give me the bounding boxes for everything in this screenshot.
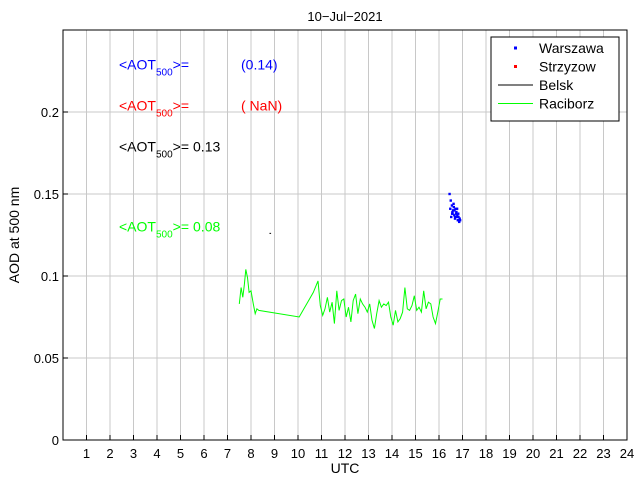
x-axis: 1 2 3 4 5 6 7 8 9 10 11 12 13 14 15 16 17 18 19 20 21 22 23 24: [83, 435, 634, 461]
data-point: [453, 217, 457, 220]
chart-title: 10−Jul−2021: [307, 9, 382, 24]
data-point: [454, 207, 457, 210]
data-point: [451, 210, 454, 214]
data-point: [457, 215, 460, 219]
y-tick-label: 0.1: [41, 269, 59, 284]
x-tick-label: 10: [291, 446, 305, 461]
x-tick-label: 3: [130, 446, 137, 461]
legend-label: Strzyzow: [539, 59, 597, 75]
annotations: <AOT500>= (0.14)<AOT500>=( NaN)<AOT500>= 0…: [119, 56, 282, 240]
data-point: [458, 219, 462, 222]
x-tick-label: 5: [177, 446, 184, 461]
data-point: [456, 214, 459, 217]
aot-subscript: 500: [156, 230, 173, 241]
data-point: [448, 192, 451, 196]
x-tick-label: 19: [502, 446, 516, 461]
aot-prefix: <AOT: [119, 56, 156, 72]
x-tick-label: 15: [408, 446, 422, 461]
data-point: [456, 219, 459, 222]
legend-box: [490, 36, 620, 122]
legend: Warszawa Strzyzow Belsk Raciborz: [490, 36, 620, 122]
data-point: [452, 205, 456, 209]
legend-label: Belsk: [539, 77, 574, 93]
y-tick-label: 0: [52, 433, 59, 448]
aot-suffix: >=: [173, 138, 189, 154]
data-point: [453, 214, 456, 217]
data-point: [451, 209, 455, 212]
aot-annotation: <AOT500>= (0.14): [119, 56, 278, 78]
x-tick-label: 18: [479, 446, 493, 461]
x-tick-label: 9: [271, 446, 278, 461]
data-point: [450, 212, 454, 215]
data-point: [455, 207, 459, 210]
x-tick-label: 4: [153, 446, 160, 461]
x-axis-label: UTC: [331, 460, 360, 476]
aot-suffix: >=: [173, 219, 189, 235]
legend-marker: [514, 46, 517, 50]
series-warszawa: [448, 192, 462, 224]
x-tick-label: 11: [315, 446, 329, 461]
data-point: [449, 199, 452, 202]
x-tick-label: 12: [338, 446, 352, 461]
x-tick-label: 6: [200, 446, 207, 461]
data-point: [455, 215, 458, 219]
data-point: [452, 202, 455, 206]
aot-prefix: <AOT: [119, 219, 156, 235]
x-tick-label: 7: [224, 446, 231, 461]
x-tick-label: 8: [247, 446, 254, 461]
y-axis: 0 0.05 0.1 0.15 0.2: [34, 105, 68, 448]
data-point: [458, 220, 461, 224]
legend-label: Raciborz: [539, 96, 594, 112]
y-tick-label: 0.15: [34, 187, 59, 202]
series-raciborz: [238, 269, 443, 329]
x-tick-label: 14: [385, 446, 399, 461]
data-point: [458, 217, 461, 220]
x-tick-label: 20: [526, 446, 540, 461]
x-tick-label: 22: [573, 446, 587, 461]
aot-suffix: >=: [173, 56, 189, 72]
aot-subscript: 500: [156, 67, 173, 78]
aot-value: ( NaN): [241, 97, 282, 113]
aot-annotation: <AOT500>= ( NaN): [119, 97, 282, 119]
aot-suffix: >=: [173, 97, 189, 113]
x-tick-label: 21: [549, 446, 563, 461]
grid: [63, 30, 628, 440]
y-tick-label: 0.2: [41, 105, 59, 120]
series-line: [238, 269, 443, 329]
aot-subscript: 500: [156, 149, 173, 160]
x-tick-label: 16: [432, 446, 446, 461]
legend-label: Warszawa: [539, 40, 604, 56]
x-tick-label: 1: [83, 446, 90, 461]
data-point: [450, 204, 454, 207]
data-point: [449, 207, 452, 210]
data-point: [457, 212, 460, 215]
aot-value: 0.13: [193, 138, 220, 154]
data-point: [453, 209, 456, 212]
aot-prefix: <AOT: [119, 97, 156, 113]
aot-annotation: <AOT500>= 0.13: [119, 138, 220, 160]
x-tick-label: 13: [361, 446, 375, 461]
series-layer: [238, 192, 462, 329]
legend-marker: [514, 65, 517, 68]
aot-subscript: 500: [156, 108, 173, 119]
x-tick-label: 17: [455, 446, 469, 461]
aot-value: (0.14): [241, 56, 278, 72]
y-axis-label: AOD at 500 nm: [6, 187, 22, 284]
aot-prefix: <AOT: [119, 138, 156, 154]
aot-annotation: <AOT500>= 0.08: [119, 219, 220, 241]
data-point: [450, 215, 453, 219]
x-tick-label: 24: [620, 446, 634, 461]
y-tick-label: 0.05: [34, 351, 59, 366]
data-point: [454, 215, 457, 219]
x-tick-label: 23: [596, 446, 610, 461]
data-point: [454, 212, 458, 215]
data-point: [455, 210, 458, 214]
aot-value: 0.08: [193, 219, 220, 235]
x-tick-label: 2: [106, 446, 113, 461]
